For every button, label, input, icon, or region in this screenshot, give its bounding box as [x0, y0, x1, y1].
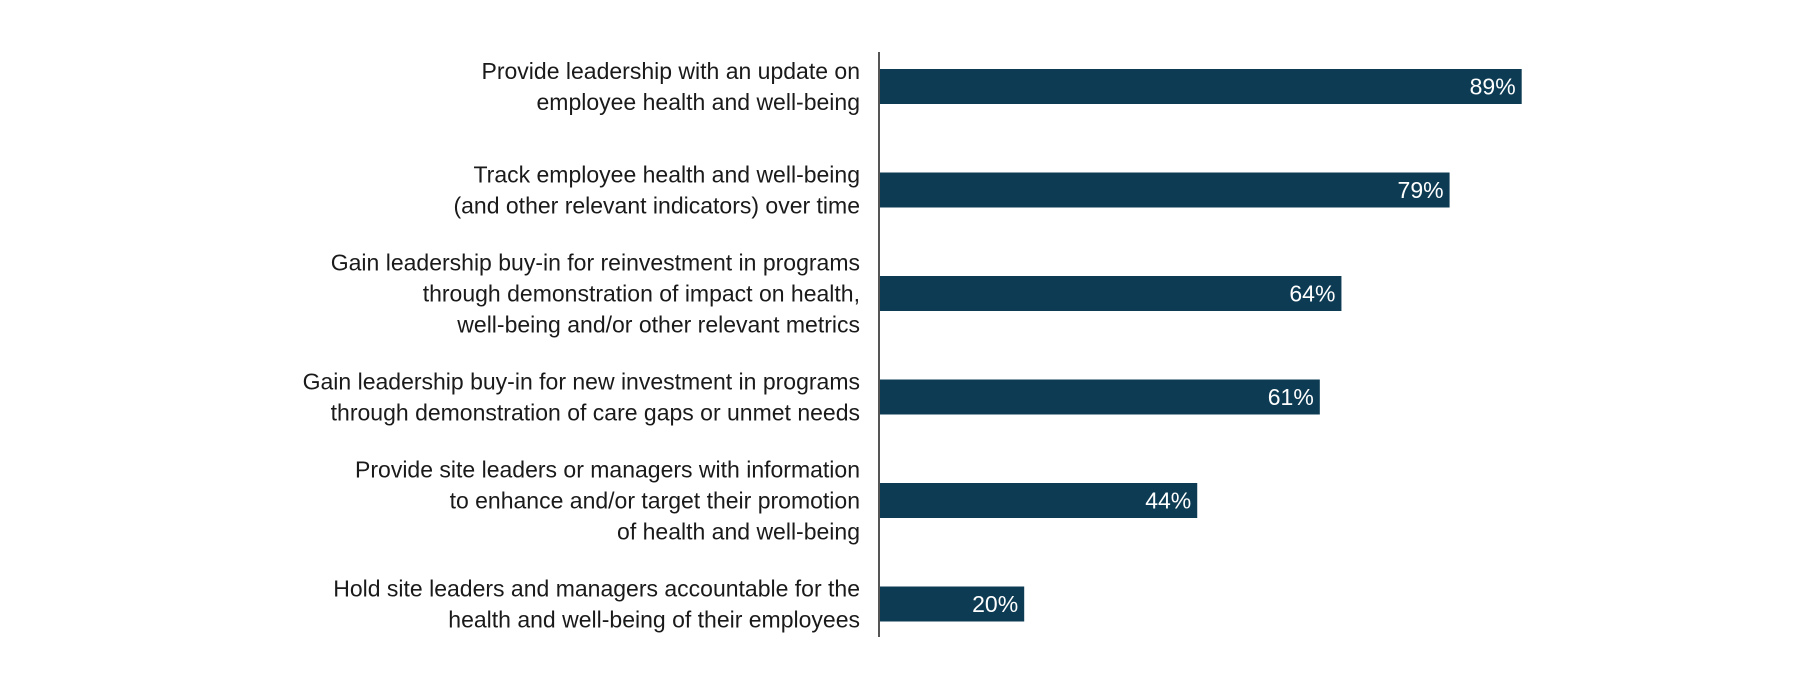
category-label-3: Gain leadership buy-in for reinvestment … — [331, 250, 860, 338]
value-label-2: 79% — [1398, 177, 1444, 203]
category-label-line: to enhance and/or target their promotion — [450, 488, 860, 514]
category-label-line: employee health and well-being — [537, 89, 861, 115]
value-label-5: 44% — [1145, 488, 1191, 514]
bar-6 — [880, 586, 1025, 622]
category-label-line: through demonstration of impact on healt… — [423, 281, 860, 307]
value-label-6: 20% — [972, 591, 1018, 617]
value-label-1: 89% — [1470, 74, 1516, 100]
value-label-3: 64% — [1289, 281, 1335, 307]
bar-4 — [880, 379, 1320, 415]
bar-2 — [880, 172, 1450, 208]
category-label-line: Gain leadership buy-in for reinvestment … — [331, 250, 860, 276]
category-label-line: health and well-being of their employees — [448, 607, 860, 633]
category-label-1: Provide leadership with an update on empl… — [482, 58, 860, 115]
category-label-line: Provide leadership with an update on — [482, 58, 860, 84]
bar-1 — [880, 69, 1522, 104]
category-label-line: Gain leadership buy-in for new investmen… — [303, 369, 860, 395]
bar-5 — [880, 483, 1198, 518]
category-label-line: Track employee health and well-being — [473, 162, 860, 188]
category-label-line: through demonstration of care gaps or un… — [331, 400, 860, 426]
category-label-5: Provide site leaders or managers with in… — [355, 457, 860, 545]
category-label-6: Hold site leaders and managers accountab… — [333, 576, 860, 633]
value-label-4: 61% — [1268, 384, 1314, 410]
bar-3 — [880, 276, 1342, 311]
category-label-line: Provide site leaders or managers with in… — [355, 457, 860, 483]
category-label-line: well-being and/or other relevant metrics — [456, 312, 860, 338]
category-label-line: Hold site leaders and managers accountab… — [333, 576, 860, 602]
category-label-line: of health and well-being — [617, 519, 860, 545]
category-label-4: Gain leadership buy-in for new investmen… — [303, 369, 860, 426]
category-label-line: (and other relevant indicators) over tim… — [453, 193, 860, 219]
category-label-2: Track employee health and well-being (and… — [453, 162, 860, 219]
